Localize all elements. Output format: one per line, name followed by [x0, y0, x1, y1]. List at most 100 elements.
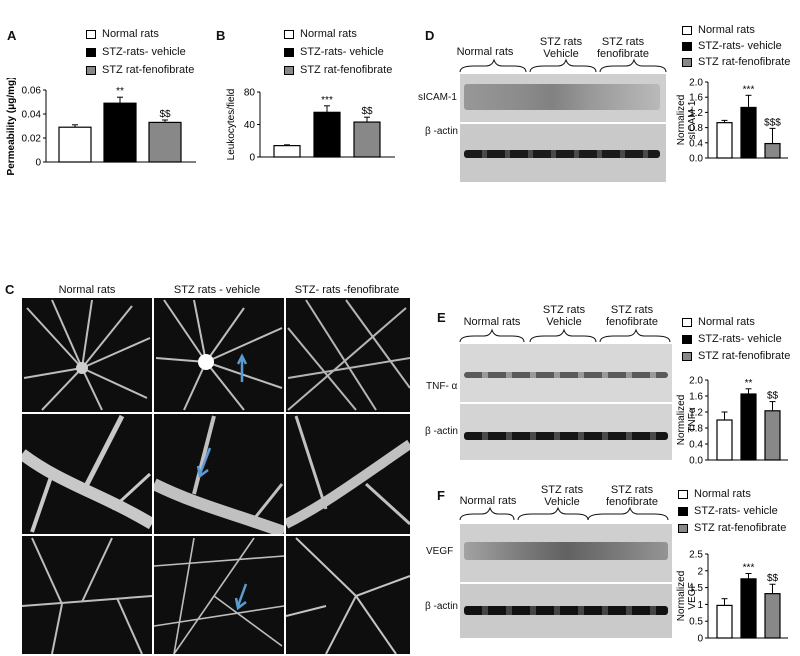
legend-swatch-black	[678, 506, 688, 516]
bar	[148, 121, 182, 163]
y-tick-label: 0	[35, 158, 41, 169]
y-tick-label: 1.5	[689, 583, 703, 594]
micrograph	[286, 536, 410, 654]
legend-swatch-black	[284, 47, 294, 57]
y-tick-label: 80	[244, 88, 256, 99]
y-tick-label: 0.06	[22, 86, 42, 97]
bar	[740, 578, 757, 639]
significance-label: **	[745, 378, 753, 389]
bar	[764, 410, 781, 461]
significance-label: ***	[321, 95, 333, 106]
bar	[273, 145, 301, 158]
significance-label: $$	[767, 391, 779, 402]
legend-swatch-white	[678, 489, 688, 499]
blot-d-group-fenofibrate: STZ rats fenofibrate	[597, 36, 649, 60]
y-tick-label: 2.0	[689, 376, 703, 387]
band	[464, 372, 668, 378]
blot-d-group-normal: Normal rats	[456, 46, 514, 58]
micrograph	[154, 414, 284, 534]
significance-label: $$	[159, 109, 171, 120]
panel-d-label: D	[425, 28, 435, 43]
bar	[716, 122, 733, 159]
band	[464, 432, 668, 440]
band	[464, 542, 668, 560]
bar	[740, 393, 757, 461]
panel-e-label: E	[437, 310, 446, 325]
significance-label: ***	[743, 84, 755, 95]
y-axis-title: Normalized	[676, 571, 687, 622]
legend-normal: Normal rats	[678, 488, 751, 502]
legend-vehicle: STZ-rats- vehicle	[682, 40, 782, 54]
legend-swatch-white	[86, 29, 96, 39]
y-tick-label: 0.5	[689, 617, 703, 628]
blot-e-brackets	[459, 328, 671, 343]
blot-e-actin	[460, 404, 672, 460]
y-tick-label: 2.0	[689, 78, 703, 89]
legend-swatch-gray	[682, 351, 692, 361]
legend-vehicle: STZ-rats- vehicle	[86, 46, 186, 60]
legend-swatch-black	[682, 41, 692, 51]
blot-e-label-tnf: TNF- α	[426, 381, 458, 392]
y-axis-title: Normalized	[676, 395, 687, 446]
blot-d-brackets	[459, 58, 667, 73]
legend-vehicle: STZ-rats- vehicle	[284, 46, 384, 60]
legend-normal: Normal rats	[682, 316, 755, 330]
band	[464, 606, 668, 615]
significance-label: **	[116, 86, 124, 97]
significance-label: $$$	[764, 117, 781, 128]
micrograph	[286, 298, 410, 412]
legend-swatch-black	[682, 334, 692, 344]
y-tick-label: 0.0	[689, 154, 703, 165]
y-tick-label: 0	[697, 634, 703, 645]
blot-e-group-vehicle: STZ rats Vehicle	[542, 304, 586, 328]
y-axis-title: Permeability (μg/mg)	[6, 78, 17, 175]
y-tick-label: 1.2	[689, 108, 703, 119]
legend-swatch-gray	[86, 65, 96, 75]
legend-vehicle: STZ-rats- vehicle	[678, 505, 778, 519]
bar	[353, 121, 381, 158]
chart-a: 0 0.02 0.04 0.06 Permeability (μg/mg) ** $$	[6, 78, 196, 175]
y-tick-label: 2.5	[689, 550, 703, 561]
y-tick-label: 0.8	[689, 424, 703, 435]
bar	[716, 419, 733, 461]
blot-f-label-vegf: VEGF	[426, 546, 454, 557]
legend-normal: Normal rats	[682, 24, 755, 38]
blot-f-actin	[460, 584, 672, 638]
legend-normal: Normal rats	[86, 28, 159, 42]
blot-f-vegf	[460, 524, 672, 582]
y-axis-title: Leukocytes/field	[226, 89, 237, 161]
legend-fenofibrate: STZ rat-fenofibrate	[682, 56, 790, 70]
micrograph	[22, 536, 152, 654]
y-tick-label: 0.8	[689, 123, 703, 134]
blot-e-tnf	[460, 344, 672, 402]
bar	[740, 106, 757, 159]
y-axis-title: VEGF	[687, 582, 698, 609]
bar	[764, 593, 781, 639]
y-axis-title: sICAM-1	[687, 100, 698, 139]
y-tick-label: 1.6	[689, 93, 703, 104]
blot-f-group-fenofibrate: STZ rats fenofibrate	[606, 484, 658, 508]
legend-swatch-black	[86, 47, 96, 57]
blot-d-actin	[460, 124, 666, 182]
legend-fenofibrate: STZ rat-fenofibrate	[678, 522, 786, 536]
legend-normal: Normal rats	[284, 28, 357, 42]
blot-e-label-actin: β -actin	[425, 426, 458, 437]
bar	[716, 604, 733, 639]
blot-f-group-normal: Normal rats	[459, 495, 517, 507]
bar	[764, 142, 781, 159]
blot-d-sicam	[460, 74, 666, 122]
micrograph	[154, 298, 284, 412]
micrograph	[22, 414, 152, 534]
y-tick-label: 1.2	[689, 408, 703, 419]
panel-c-label: C	[5, 282, 15, 297]
band	[464, 150, 660, 158]
blot-d-group-vehicle: STZ rats Vehicle	[539, 36, 583, 60]
blot-e-group-fenofibrate: STZ rats fenofibrate	[606, 304, 658, 328]
legend-fenofibrate: STZ rat-fenofibrate	[682, 350, 790, 364]
blot-f-group-vehicle: STZ rats Vehicle	[540, 484, 584, 508]
legend-fenofibrate: STZ rat-fenofibrate	[86, 64, 194, 78]
significance-label: $$	[361, 106, 373, 117]
